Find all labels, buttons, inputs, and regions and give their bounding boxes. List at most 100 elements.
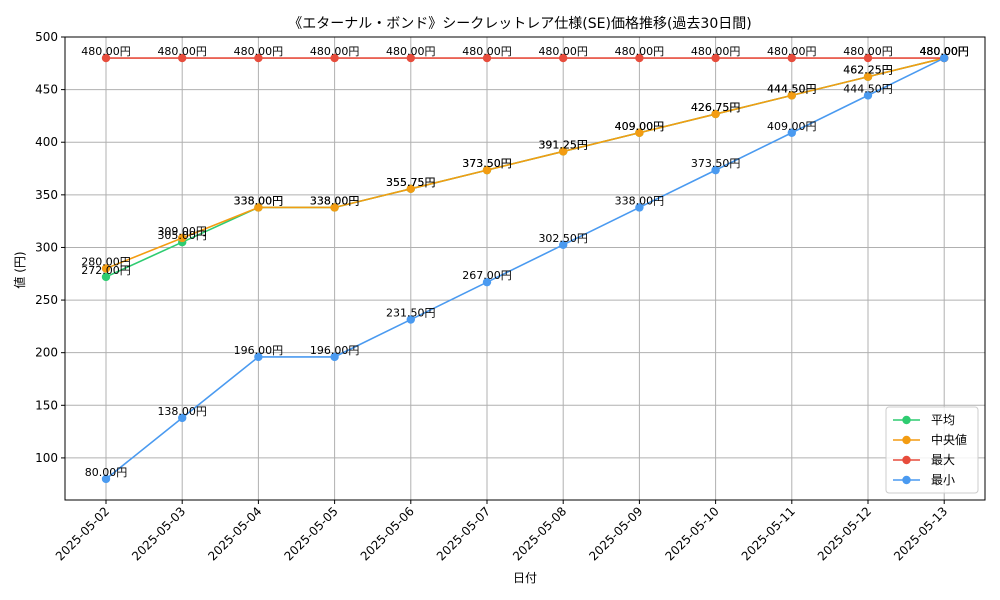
data-point <box>635 203 644 212</box>
data-point <box>482 53 492 63</box>
data-point <box>178 53 187 63</box>
y-tick-label: 300 <box>35 240 58 254</box>
x-tick-label: 2025-05-05 <box>282 504 341 563</box>
grid-lines <box>65 36 985 500</box>
data-label: 302.50円 <box>538 232 588 245</box>
data-label: 391.25円 <box>538 138 588 151</box>
data-point <box>178 413 187 423</box>
x-tick-label: 2025-05-07 <box>434 504 493 563</box>
data-label: 305.00円 <box>157 229 207 242</box>
data-point <box>178 233 187 243</box>
data-label: 426.75円 <box>691 101 741 114</box>
data-label: 280.00円 <box>81 256 131 269</box>
data-label: 480.00円 <box>843 45 893 58</box>
data-point <box>101 264 111 273</box>
data-label: 355.75円 <box>386 176 436 189</box>
data-point <box>863 72 873 81</box>
data-label: 196.00円 <box>234 344 284 357</box>
y-tick-label: 500 <box>35 30 58 44</box>
data-label: 272.00円 <box>81 264 131 277</box>
data-label: 80.00円 <box>85 466 128 479</box>
legend-marker <box>902 475 911 485</box>
data-point <box>559 53 568 63</box>
data-label: 309.00円 <box>157 225 207 238</box>
data-labels: 272.00円 305.00円 338.00円 338.00円 355.75円 373.5… <box>81 45 969 479</box>
data-label: 480.00円 <box>767 45 817 58</box>
legend-box <box>885 406 979 494</box>
data-label: 444.50円 <box>767 82 817 95</box>
data-point <box>635 53 644 63</box>
data-label: 480.00円 <box>234 45 284 58</box>
data-label: 480.00円 <box>919 45 969 58</box>
data-label: 480.00円 <box>919 45 969 58</box>
data-label: 338.00円 <box>615 194 665 207</box>
y-axis-label: 値 (円) <box>12 251 27 288</box>
series-line-1 <box>105 57 945 270</box>
data-label: 196.00円 <box>310 344 360 357</box>
data-point <box>863 91 873 100</box>
data-point <box>711 109 720 119</box>
y-tick-label: 450 <box>35 83 58 97</box>
data-label: 231.50円 <box>386 307 436 320</box>
legend-marker <box>902 415 911 425</box>
plot-area-frame <box>64 36 986 501</box>
data-label: 409.00円 <box>615 120 665 133</box>
data-label: 409.00円 <box>767 120 817 133</box>
x-tick-label: 2025-05-02 <box>53 504 112 563</box>
chart-title: 《エターナル・ボンド》シークレットレア仕様(SE)価格推移(過去30日間) <box>288 16 751 32</box>
x-tick-label: 2025-05-09 <box>586 504 645 563</box>
data-point <box>406 315 415 324</box>
legend-label: 最小 <box>931 473 955 487</box>
x-axis-label: 日付 <box>513 571 537 585</box>
data-point <box>254 352 263 362</box>
data-point <box>101 474 111 484</box>
data-label: 444.50円 <box>843 82 893 95</box>
data-label: 480.00円 <box>615 45 665 58</box>
x-tick-label: 2025-05-08 <box>510 504 569 563</box>
legend-label: 中央値 <box>931 432 967 447</box>
series-group <box>101 53 949 484</box>
x-tick-label: 2025-05-04 <box>205 504 264 563</box>
data-point <box>330 203 339 212</box>
x-tick-label: 2025-05-06 <box>358 504 417 563</box>
data-label: 480.00円 <box>691 45 741 58</box>
data-point <box>559 240 568 250</box>
data-point <box>482 165 492 175</box>
data-point <box>254 53 263 63</box>
x-tick-label: 2025-05-13 <box>891 504 950 563</box>
data-label: 480.00円 <box>919 45 969 58</box>
data-point <box>482 277 492 287</box>
data-label: 373.50円 <box>462 157 512 170</box>
data-point <box>101 272 111 282</box>
data-point <box>101 53 111 63</box>
data-label: 373.50円 <box>462 157 512 170</box>
legend-label: 平均 <box>931 413 955 427</box>
data-point <box>559 147 568 156</box>
data-label: 409.00円 <box>615 120 665 133</box>
x-tick-label: 2025-05-10 <box>663 504 722 563</box>
legend-label: 最大 <box>931 453 955 467</box>
data-point <box>635 128 644 137</box>
data-label: 426.75円 <box>691 101 741 114</box>
data-label: 338.00円 <box>310 194 360 207</box>
data-point <box>940 53 949 63</box>
x-tick-label: 2025-05-11 <box>739 504 798 563</box>
data-label: 480.00円 <box>386 45 436 58</box>
data-label: 355.75円 <box>386 176 436 189</box>
data-label: 338.00円 <box>234 194 284 207</box>
data-point <box>330 352 339 362</box>
data-label: 444.50円 <box>767 82 817 95</box>
data-label: 462.25円 <box>843 64 893 77</box>
data-point <box>787 91 796 100</box>
data-point <box>406 184 415 193</box>
y-tick-label: 100 <box>35 451 58 465</box>
data-label: 462.25円 <box>843 64 893 77</box>
x-tick-label: 2025-05-03 <box>129 504 188 563</box>
series-line-0 <box>105 57 945 278</box>
data-point <box>787 53 796 63</box>
y-tick-label: 150 <box>35 398 58 412</box>
data-label: 373.50円 <box>691 157 741 170</box>
legend-marker <box>902 435 911 445</box>
